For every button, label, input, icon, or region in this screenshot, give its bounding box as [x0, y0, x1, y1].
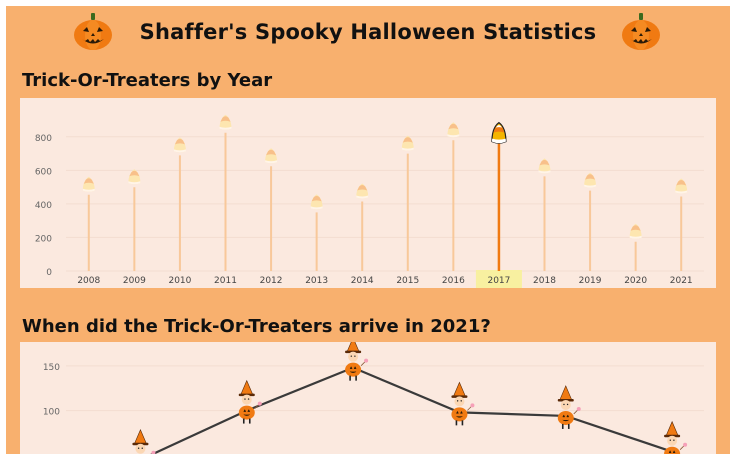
- x-tick-label: 2014: [351, 276, 374, 286]
- candy-corn-icon[interactable]: [82, 176, 95, 192]
- arrivals-chart-panel: 100 150: [20, 336, 716, 454]
- y-tick-label: 100: [43, 408, 60, 418]
- y-tick-label: 800: [35, 134, 52, 144]
- page-title: Shaffer's Spooky Halloween Statistics: [139, 20, 597, 44]
- pumpkin-icon: [74, 13, 112, 50]
- y-tick-label: 0: [46, 268, 52, 278]
- section-title-by-year: Trick-Or-Treaters by Year: [22, 70, 273, 91]
- x-tick-label: 2009: [123, 276, 146, 286]
- candy-corn-icon[interactable]: [675, 178, 688, 194]
- candy-corn-icon[interactable]: [538, 158, 551, 174]
- by-year-chart-panel: 0 200 400 600 800 2008 2009 2010 2011 2012 2013 201…: [20, 98, 716, 288]
- x-tick-label: 2011: [214, 276, 237, 286]
- y-tick-label: 200: [35, 234, 52, 244]
- candy-corn-icon[interactable]: [219, 114, 232, 130]
- candy-corn-icon[interactable]: [265, 148, 278, 164]
- candy-corn-icon[interactable]: [356, 183, 369, 199]
- x-tick-label: 2010: [168, 276, 191, 286]
- candy-corn-icon[interactable]: [447, 122, 460, 138]
- witch-costume-icon[interactable]: [345, 336, 369, 381]
- x-tick-label: 2020: [624, 276, 647, 286]
- witch-costume-icon[interactable]: [132, 428, 156, 454]
- selected-year-highlight: [475, 270, 522, 288]
- witch-costume-icon[interactable]: [664, 420, 688, 454]
- x-tick-label: 2008: [77, 276, 100, 286]
- y-tick-label: 400: [35, 201, 52, 211]
- x-tick-label: 2015: [396, 276, 419, 286]
- pumpkin-icon: [622, 13, 660, 50]
- candy-corn-icon[interactable]: [173, 137, 186, 153]
- arrivals-series-line: [150, 366, 673, 454]
- y-tick-label: 600: [35, 167, 52, 177]
- candy-corn-icon[interactable]: [491, 121, 507, 144]
- y-tick-label: 150: [43, 363, 60, 373]
- x-tick-label: 2012: [260, 276, 283, 286]
- witch-costume-icon[interactable]: [238, 379, 262, 424]
- witch-costume-icon[interactable]: [451, 381, 475, 426]
- dashboard: Shaffer's Spooky Halloween Statistics Tr…: [6, 6, 730, 454]
- witch-costume-icon[interactable]: [557, 385, 581, 429]
- x-tick-label: 2013: [305, 276, 328, 286]
- x-tick-label: 2018: [533, 276, 556, 286]
- candy-corn-icon[interactable]: [401, 135, 414, 151]
- by-year-chart: 0 200 400 600 800 2008 2009 2010 2011 2012 2013 201…: [35, 114, 704, 288]
- section-title-arrivals: When did the Trick-Or-Treaters arrive in…: [22, 316, 491, 337]
- candy-corn-icon[interactable]: [128, 169, 141, 185]
- x-tick-label: 2021: [670, 276, 693, 286]
- x-tick-label: 2019: [579, 276, 602, 286]
- x-tick-label: 2017: [487, 276, 510, 286]
- candy-corn-icon[interactable]: [629, 223, 642, 239]
- x-tick-label: 2016: [442, 276, 465, 286]
- candy-corn-icon[interactable]: [310, 194, 323, 210]
- candy-corn-icon[interactable]: [584, 172, 597, 188]
- header: Shaffer's Spooky Halloween Statistics: [6, 6, 730, 56]
- arrivals-chart: 100 150: [43, 336, 704, 454]
